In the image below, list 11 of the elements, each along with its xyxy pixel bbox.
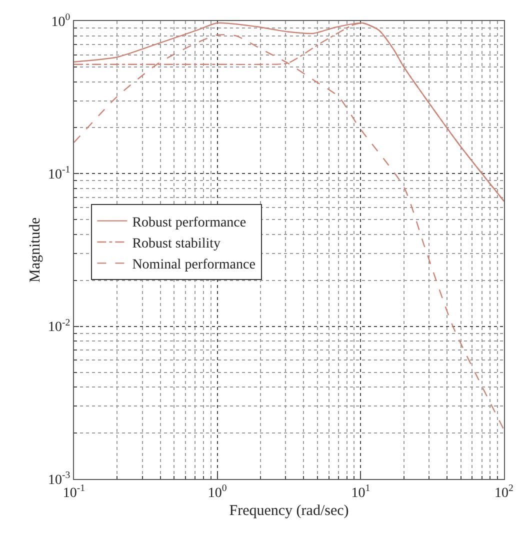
x-tick-label: 10$^{1}$ <box>351 482 370 501</box>
x-tick-label: 10$^{0}$ <box>208 482 227 501</box>
y-tick-label: 10$^{-2}$ <box>48 317 70 336</box>
legend-label: Robust performance <box>132 215 246 230</box>
y-tick-label: 10$^{0}$ <box>51 12 70 30</box>
x-tick-label: 10$^{2}$ <box>494 482 514 501</box>
x-axis-title: Frequency (rad/sec) <box>229 502 349 519</box>
y-axis-title: Magnitude <box>27 217 44 282</box>
legend-label: Robust stability <box>132 236 220 252</box>
legend-label: Nominal performance <box>132 258 256 273</box>
y-tick-label: 10$^{-1}$ <box>48 164 70 183</box>
